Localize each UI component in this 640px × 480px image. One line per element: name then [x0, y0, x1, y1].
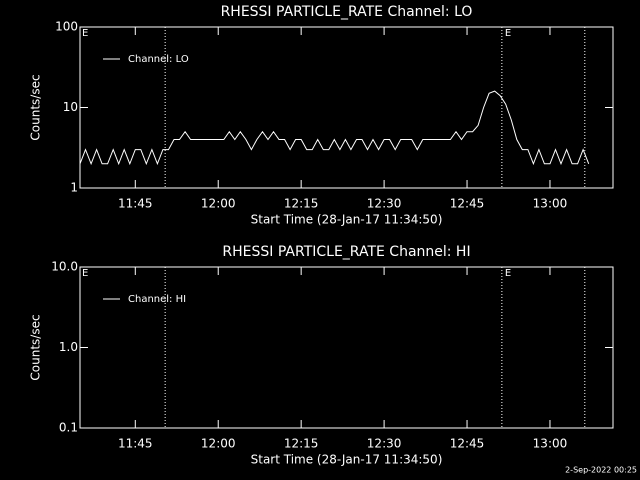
event-label: E	[505, 28, 511, 39]
y-tick-label: 0.1	[59, 421, 78, 435]
x-tick-label: 13:00	[533, 437, 568, 451]
chart-title: RHESSI PARTICLE_RATE Channel: LO	[221, 4, 473, 20]
x-axis-label: Start Time (28-Jan-17 11:34:50)	[251, 453, 443, 467]
y-tick-label: 100	[55, 20, 78, 34]
event-label: E	[82, 268, 88, 279]
event-label: E	[82, 28, 88, 39]
y-tick-label: 10	[63, 100, 78, 114]
legend-label: Channel: HI	[128, 294, 186, 305]
x-tick-label: 11:45	[118, 197, 153, 211]
y-tick-label: 1	[70, 181, 78, 195]
y-axis-label: Counts/sec	[29, 74, 43, 140]
y-tick-label: 10.0	[51, 260, 78, 274]
x-tick-label: 11:45	[118, 437, 153, 451]
x-tick-label: 12:45	[450, 437, 485, 451]
x-tick-label: 13:00	[533, 197, 568, 211]
x-tick-label: 12:30	[367, 437, 402, 451]
y-axis-label: Counts/sec	[29, 314, 43, 380]
x-tick-label: 12:00	[201, 437, 236, 451]
plot-frame	[79, 266, 614, 429]
data-line	[79, 90, 590, 166]
x-tick-label: 12:45	[450, 197, 485, 211]
legend-label: Channel: LO	[128, 54, 189, 65]
x-tick-label: 12:30	[367, 197, 402, 211]
event-label: E	[505, 268, 511, 279]
timestamp: 2-Sep-2022 00:25	[565, 466, 637, 475]
x-tick-label: 12:15	[284, 197, 319, 211]
y-tick-label: 1.0	[59, 340, 78, 354]
x-axis-label: Start Time (28-Jan-17 11:34:50)	[251, 213, 443, 227]
chart-title: RHESSI PARTICLE_RATE Channel: HI	[222, 244, 470, 260]
x-tick-label: 12:00	[201, 197, 236, 211]
x-tick-label: 12:15	[284, 437, 319, 451]
